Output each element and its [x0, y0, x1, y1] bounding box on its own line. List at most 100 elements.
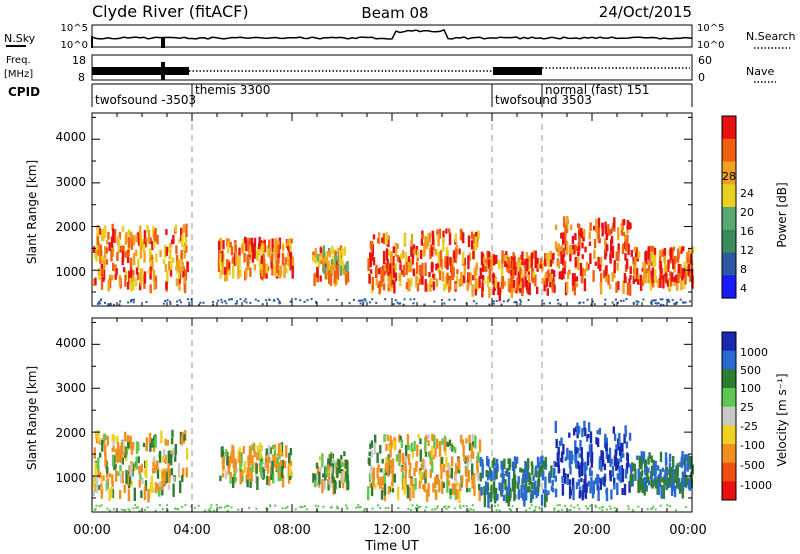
- scatter-cell: [253, 237, 257, 248]
- scatter-cell: [129, 268, 133, 278]
- scatter-cell: [446, 478, 449, 493]
- scatter-cell: [376, 467, 379, 479]
- ground-scatter-cell: [169, 300, 172, 303]
- scatter-cell: [521, 251, 524, 266]
- scatter-cell: [503, 458, 506, 470]
- scatter-cell: [258, 242, 261, 255]
- scatter-cell: [104, 225, 107, 239]
- scatter-cell: [239, 462, 242, 473]
- scatter-cell: [143, 486, 147, 501]
- scatter-cell: [184, 233, 187, 246]
- scatter-cell: [471, 472, 475, 483]
- scatter-cell: [412, 244, 416, 252]
- scatter-cell: [331, 245, 334, 255]
- scatter-cell: [135, 267, 139, 275]
- nsky-series: [91, 28, 693, 40]
- scatter-cell: [597, 227, 600, 242]
- scatter-cell: [470, 231, 474, 240]
- scatter-cell: [180, 249, 183, 262]
- ground-scatter-cell: [130, 299, 132, 302]
- scatter-cell: [241, 469, 244, 477]
- scatter-cell: [327, 458, 330, 465]
- scatter-cell: [373, 442, 376, 455]
- ground-scatter-cell: [684, 301, 687, 304]
- scatter-cell: [431, 264, 434, 273]
- ground-scatter-cell: [659, 504, 662, 507]
- ground-scatter-cell: [654, 299, 657, 302]
- scatter-cell: [613, 477, 616, 486]
- scatter-cell: [626, 453, 630, 467]
- scatter-cell: [321, 453, 324, 468]
- scatter-cell: [338, 480, 341, 489]
- scatter-cell: [383, 434, 386, 443]
- scatter-cell: [250, 471, 253, 483]
- scatter-cell: [171, 429, 174, 438]
- ground-scatter-cell: [564, 504, 566, 507]
- ground-scatter-cell: [632, 301, 635, 304]
- scatter-cell: [165, 471, 168, 484]
- scatter-cell: [164, 454, 167, 464]
- ground-scatter-cell: [666, 300, 669, 303]
- scatter-cell: [688, 249, 691, 260]
- ground-scatter-cell: [357, 506, 360, 509]
- scatter-cell: [111, 480, 114, 488]
- scatter-cell: [545, 254, 548, 259]
- scatter-cell: [125, 231, 128, 244]
- scatter-cell: [634, 256, 637, 270]
- scatter-cell: [523, 471, 526, 484]
- scatter-cell: [648, 251, 652, 261]
- scatter-cell: [259, 445, 262, 459]
- scatter-cell: [263, 462, 267, 472]
- scatter-cell: [392, 255, 395, 270]
- scatter-cell: [165, 246, 169, 256]
- scatter-cell: [468, 487, 471, 493]
- scatter-cell: [618, 467, 621, 482]
- scatter-cell: [599, 257, 603, 267]
- scatter-cell: [555, 439, 558, 449]
- scatter-cell: [108, 278, 112, 289]
- scatter-cell: [662, 275, 665, 289]
- scatter-cell: [576, 460, 580, 469]
- ground-scatter-cell: [243, 300, 246, 303]
- scatter-cell: [125, 251, 128, 258]
- scatter-cell: [620, 225, 624, 230]
- scatter-cell: [330, 466, 333, 473]
- scatter-cell: [608, 284, 612, 290]
- scatter-cell: [266, 464, 270, 474]
- ground-scatter-cell: [502, 300, 505, 303]
- scatter-cell: [127, 440, 130, 449]
- scatter-cell: [590, 451, 594, 464]
- scatter-cell: [404, 466, 407, 476]
- scatter-cell: [596, 438, 600, 448]
- scatter-cell: [613, 269, 616, 279]
- scatter-cell: [590, 470, 593, 477]
- xtick-0: 00:00: [73, 523, 110, 538]
- ground-scatter-cell: [176, 508, 179, 510]
- ground-scatter-cell: [443, 506, 445, 509]
- scatter-cell: [166, 270, 169, 284]
- scatter-cell: [287, 253, 290, 259]
- ground-scatter-cell: [224, 300, 227, 303]
- scatter-cell: [605, 232, 608, 241]
- scatter-cell: [664, 469, 667, 480]
- ground-scatter-cell: [231, 298, 233, 301]
- scatter-cell: [339, 265, 343, 276]
- scatter-cell: [154, 436, 157, 448]
- scatter-cell: [531, 481, 534, 490]
- ground-scatter-cell: [198, 303, 201, 306]
- scatter-cell: [260, 255, 263, 264]
- ground-scatter-cell: [228, 298, 230, 301]
- scatter-cell: [438, 479, 441, 493]
- scatter-cell: [637, 274, 640, 280]
- scatter-cell: [224, 266, 227, 275]
- ground-scatter-cell: [348, 302, 351, 305]
- ground-scatter-cell: [520, 300, 522, 303]
- scatter-cell: [271, 243, 274, 253]
- scatter-cell: [338, 466, 342, 474]
- scatter-cell: [179, 480, 182, 494]
- scatter-cell: [498, 482, 501, 491]
- scatter-cell: [367, 258, 370, 271]
- date-title: 24/Oct/2015: [599, 3, 692, 21]
- scatter-cell: [518, 260, 521, 273]
- ground-scatter-cell: [161, 508, 164, 511]
